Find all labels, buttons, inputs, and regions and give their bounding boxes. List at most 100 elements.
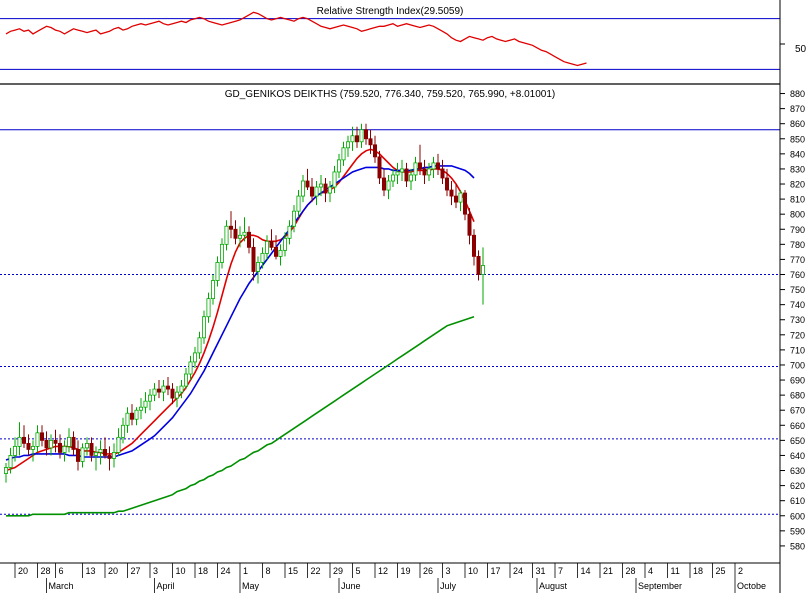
rsi-tick-label: 50 <box>795 44 807 55</box>
month-label: March <box>49 581 74 591</box>
candle-up <box>112 452 117 459</box>
candle-down <box>251 246 256 272</box>
month-label: Octobe <box>737 581 766 591</box>
candle-up <box>30 445 35 450</box>
y-tick-label: 650 <box>790 436 805 446</box>
candle-up <box>341 147 346 161</box>
candle-up <box>138 406 143 411</box>
candle-up <box>98 449 103 453</box>
candle-up <box>318 183 323 188</box>
candle-up <box>134 409 139 420</box>
x-tick-label: 20 <box>108 566 118 576</box>
y-tick-label: 740 <box>790 300 805 310</box>
candle-down <box>273 246 278 257</box>
candle-up <box>458 192 463 203</box>
y-tick-label: 840 <box>790 149 805 159</box>
rsi-panel: Relative Strength Index(29.5059) 50 <box>0 6 807 70</box>
candle-up <box>291 210 296 227</box>
candle-up <box>188 361 193 375</box>
y-tick-label: 790 <box>790 225 805 235</box>
y-tick-label: 770 <box>790 255 805 265</box>
x-tick-label: 3 <box>446 566 451 576</box>
x-tick-label: 18 <box>693 566 703 576</box>
candle-up <box>197 337 202 354</box>
y-tick-label: 780 <box>790 240 805 250</box>
candle-up <box>287 225 292 239</box>
candle-up <box>35 432 40 447</box>
y-tick-label: 690 <box>790 376 805 386</box>
y-tick-label: 680 <box>790 391 805 401</box>
y-tick-label: 750 <box>790 285 805 295</box>
y-tick-label: 880 <box>790 89 805 99</box>
candle-up <box>147 394 152 402</box>
x-tick-label: 29 <box>333 566 343 576</box>
rsi-title: Relative Strength Index(29.5059) <box>317 6 464 17</box>
candle-down <box>440 168 445 179</box>
candle-down <box>76 449 81 462</box>
candle-down <box>453 195 458 203</box>
candle-down <box>354 135 359 143</box>
month-label: June <box>341 581 361 591</box>
x-tick-label: 7 <box>558 566 563 576</box>
candle-up <box>408 174 413 182</box>
candle-down <box>233 228 238 239</box>
y-tick-label: 850 <box>790 134 805 144</box>
candle-down <box>372 144 377 158</box>
candle-down <box>462 192 467 215</box>
candle-up <box>260 252 265 263</box>
candle-up <box>237 234 242 239</box>
candle-up <box>390 174 395 182</box>
candle-up <box>85 442 90 449</box>
candle-up <box>152 388 157 396</box>
x-tick-label: 17 <box>491 566 501 576</box>
candle-up <box>332 171 337 188</box>
y-tick-label: 820 <box>790 180 805 190</box>
x-tick-label: 15 <box>288 566 298 576</box>
candle-down <box>156 388 161 393</box>
candle-down <box>444 177 449 191</box>
y-tick-label: 640 <box>790 451 805 461</box>
x-axis: 20 28 6 13 20 27 3 10 18 24 1 8 15 22 29 5 12 19 26 3 10 17 24… <box>14 563 766 593</box>
y-tick-label: 860 <box>790 119 805 129</box>
candle-down <box>377 156 382 179</box>
rsi-line <box>5 11 587 67</box>
month-label: August <box>539 581 568 591</box>
x-tick-label: 18 <box>198 566 208 576</box>
candle-up <box>426 168 431 176</box>
x-tick-label: 26 <box>423 566 433 576</box>
candle-up <box>201 316 206 339</box>
x-tick-label: 5 <box>356 566 361 576</box>
candle-down <box>40 432 45 441</box>
candle-down <box>323 183 328 194</box>
candle-up <box>255 262 260 272</box>
candle-up <box>179 385 184 393</box>
y-tick-label: 810 <box>790 195 805 205</box>
candle-up <box>8 455 13 468</box>
y-tick-label: 760 <box>790 270 805 280</box>
x-tick-label: 12 <box>378 566 388 576</box>
price-panel: GD_GENIKOS DEIKTHS (759.520, 776.340, 75… <box>0 89 805 551</box>
candle-up <box>67 436 72 447</box>
y-tick-label: 670 <box>790 406 805 416</box>
candle-down <box>404 168 409 182</box>
candle-up <box>94 452 99 456</box>
candle-down <box>363 129 368 140</box>
candle-down <box>471 234 476 257</box>
candle-up <box>359 129 364 143</box>
x-tick-label: 31 <box>536 566 546 576</box>
candle-down <box>417 162 422 170</box>
candle-up <box>116 436 121 453</box>
y-tick-label: 870 <box>790 104 805 114</box>
y-tick-label: 800 <box>790 210 805 220</box>
candle-up <box>314 186 319 197</box>
price-title: GD_GENIKOS DEIKTHS (759.520, 776.340, 75… <box>225 89 556 100</box>
candle-down <box>103 449 108 456</box>
candle-up <box>300 180 305 197</box>
candle-up <box>143 400 148 408</box>
y-tick-label: 590 <box>790 526 805 536</box>
y-tick-label: 660 <box>790 421 805 431</box>
candle-up <box>219 243 224 263</box>
x-tick-label: 1 <box>243 566 248 576</box>
candle-down <box>422 168 427 176</box>
candle-down <box>21 436 26 444</box>
